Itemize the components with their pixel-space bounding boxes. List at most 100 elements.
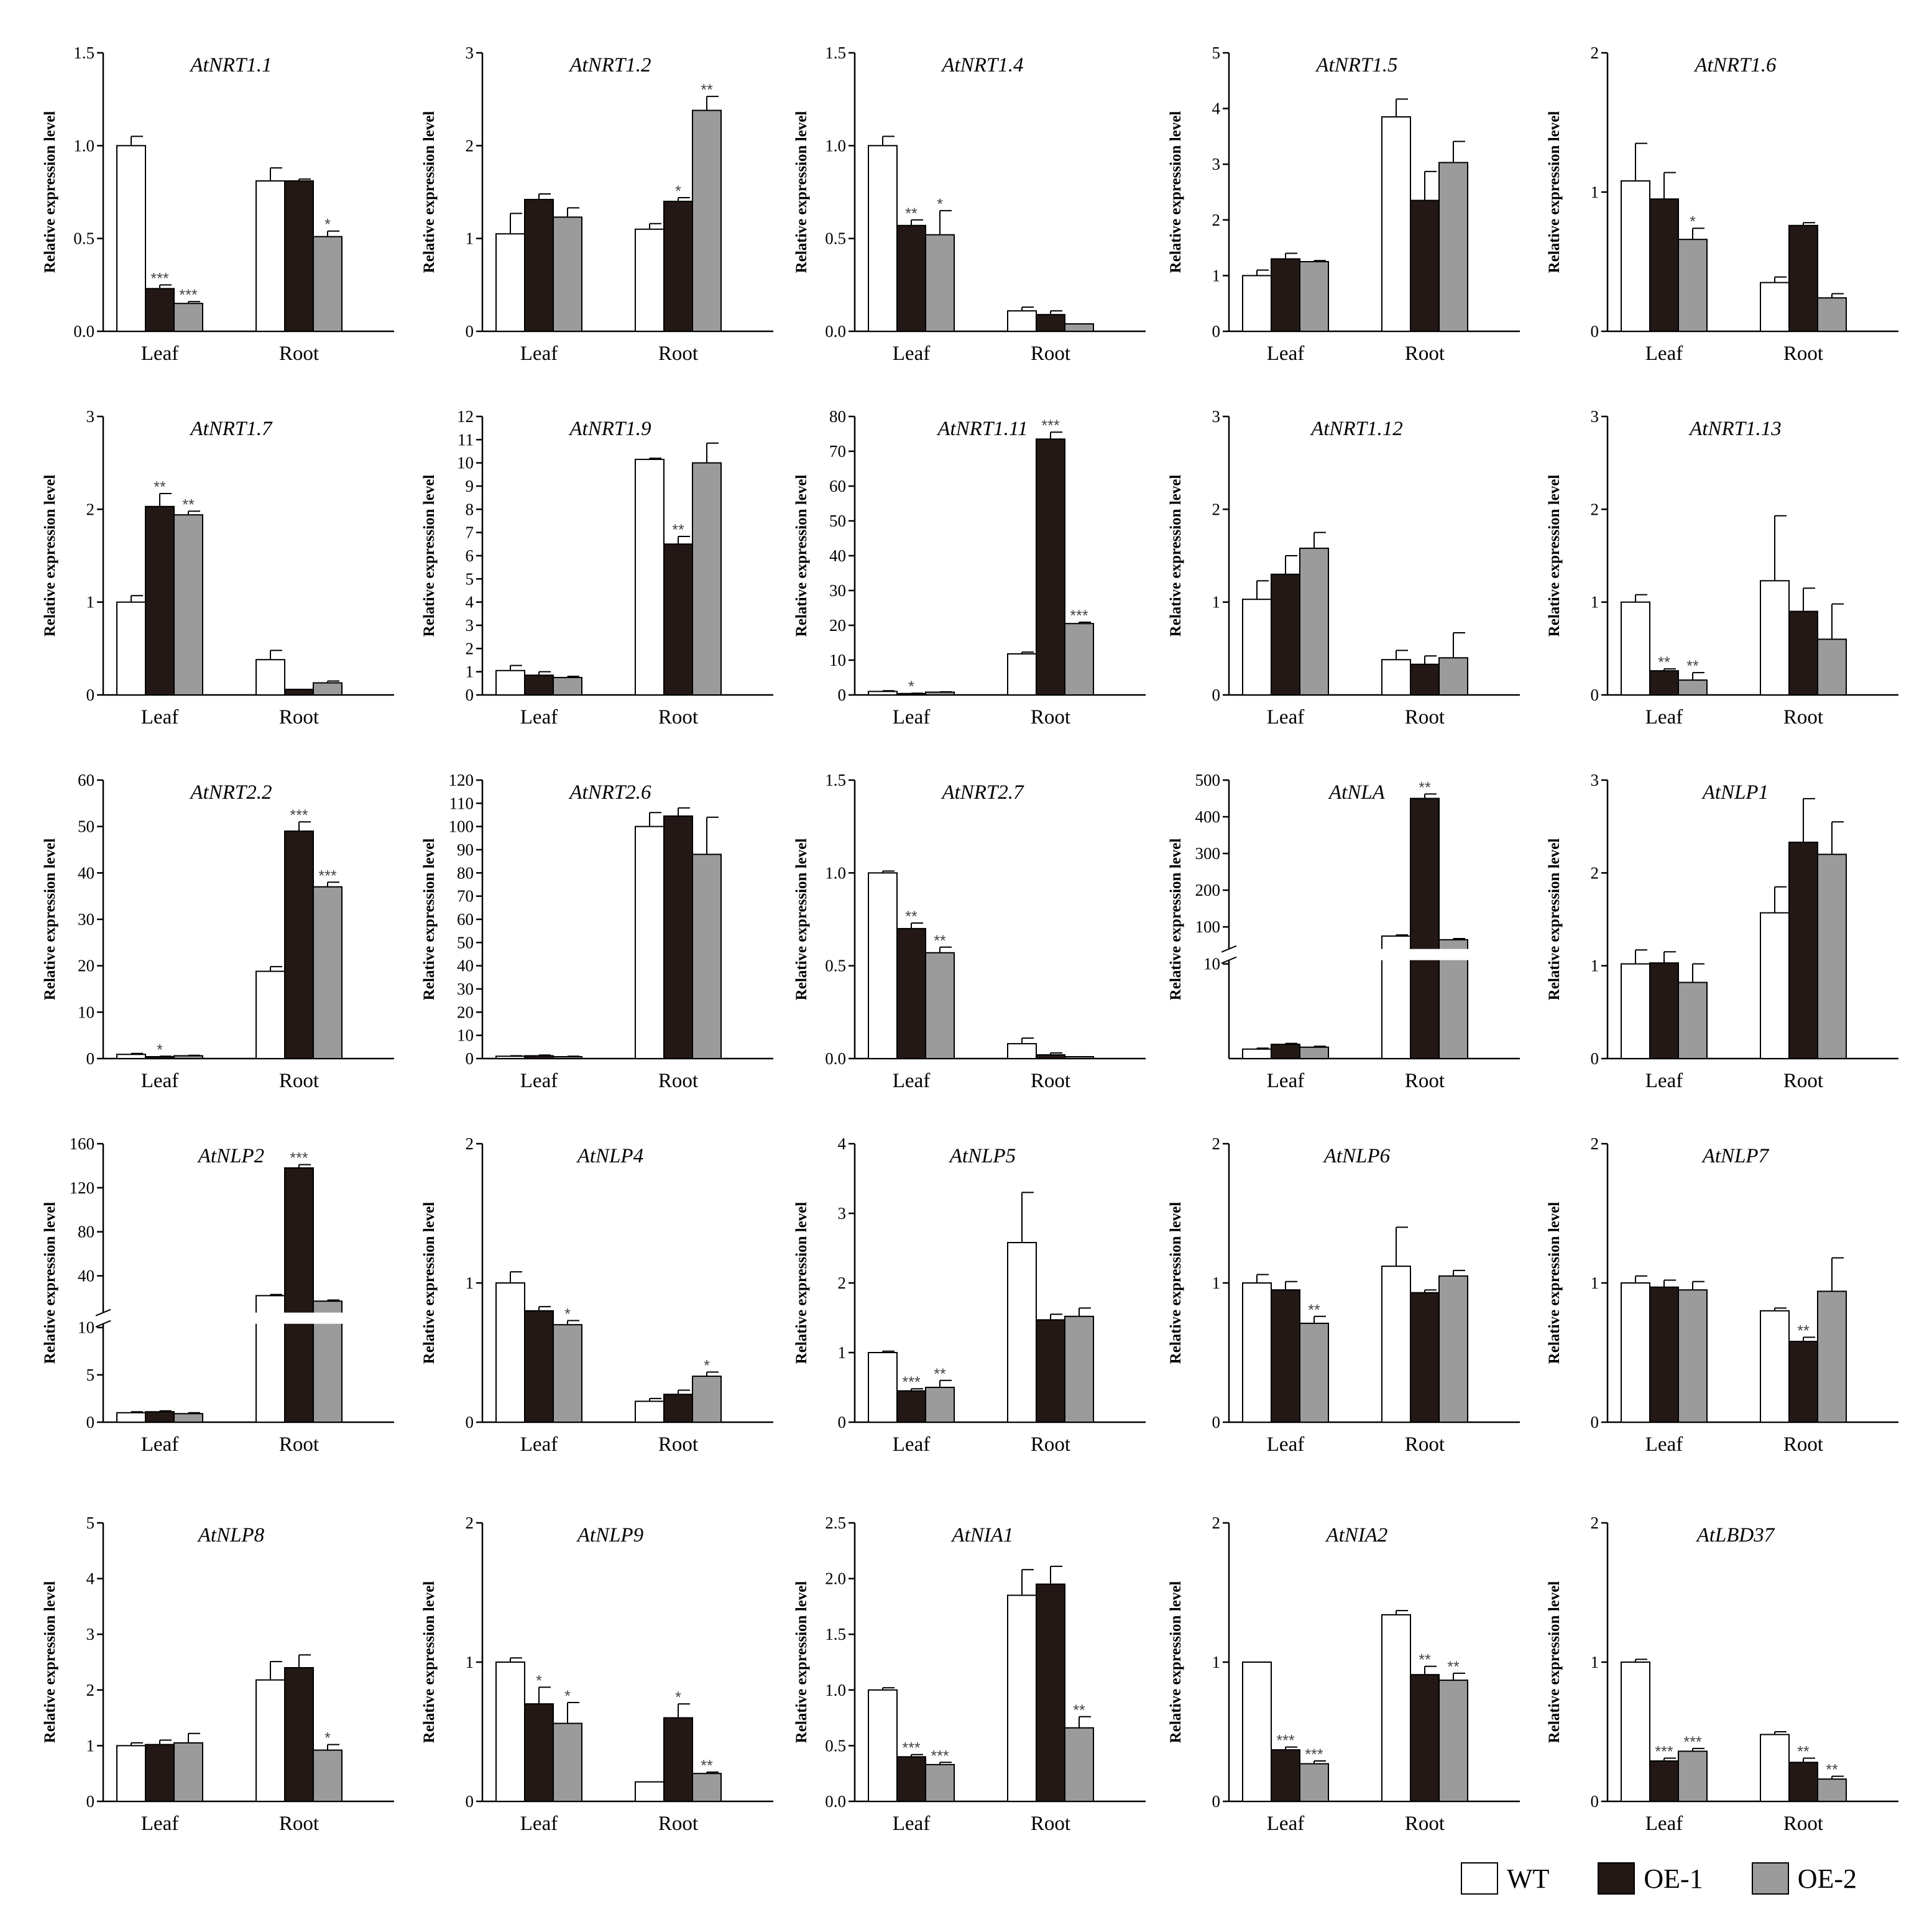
- y-tick-label: 0: [86, 1049, 95, 1068]
- significance-label: **: [934, 932, 946, 950]
- significance-label: *: [536, 1672, 542, 1689]
- y-tick-label: 1.5: [73, 44, 94, 62]
- bar-oe-1-leaf: [1271, 1289, 1300, 1423]
- bar-oe-1-root: [1036, 1054, 1065, 1059]
- y-axis-label: Relative expression level: [793, 1581, 810, 1744]
- y-tick-label: 10: [1203, 955, 1220, 973]
- y-axis-label: Relative expression level: [793, 839, 810, 1001]
- chart-title: AtNRT2.7: [941, 781, 1024, 804]
- x-category-label: Leaf: [141, 1433, 178, 1456]
- bar-wt-leaf: [495, 1055, 525, 1060]
- bar-wt-leaf: [1621, 1662, 1650, 1802]
- bar-wt-leaf: [1242, 1048, 1272, 1059]
- bar-oe-2-leaf: [1299, 1763, 1329, 1803]
- y-axis-label: Relative expression level: [42, 839, 58, 1001]
- bar-oe-2-leaf: [173, 303, 203, 333]
- x-category-label: Leaf: [1645, 1433, 1683, 1456]
- bar-break-gap: [312, 1312, 343, 1324]
- legend: WT OE-1 OE-2: [1461, 1860, 1905, 1897]
- bar-oe-1-leaf: [524, 1310, 554, 1423]
- y-tick-label: 2: [1212, 211, 1221, 229]
- bar-oe-1-leaf: [145, 1411, 175, 1423]
- y-tick-label: 9: [466, 477, 474, 495]
- y-tick-label: 3: [1212, 155, 1221, 173]
- bar-wt-leaf: [116, 1054, 146, 1060]
- x-category-label: Leaf: [520, 706, 558, 728]
- significance-label: **: [905, 205, 918, 223]
- y-tick-label: 2: [838, 1274, 847, 1292]
- bar-wt-leaf: [1242, 1662, 1272, 1802]
- bar-oe-2-leaf: [1678, 679, 1708, 696]
- y-tick-label: 1.0: [825, 863, 846, 882]
- bar-oe-1-leaf: [1271, 573, 1300, 696]
- x-category-label: Root: [658, 342, 698, 365]
- y-tick-label: 20: [457, 1003, 474, 1021]
- bar-oe-1-root: [284, 1167, 314, 1423]
- y-tick-label: 6: [466, 546, 474, 565]
- y-tick-label: 500: [1195, 771, 1221, 789]
- significance-label: *: [324, 216, 331, 234]
- x-category-label: Leaf: [1267, 1433, 1304, 1456]
- y-tick-label: 2: [1591, 1514, 1599, 1532]
- significance-label: **: [1308, 1302, 1320, 1319]
- y-tick-label: 1.5: [825, 44, 846, 62]
- bar-oe-1-root: [1788, 1341, 1818, 1423]
- bar-oe-2-leaf: [173, 1413, 203, 1423]
- bar-oe-1-root: [663, 200, 693, 332]
- y-tick-label: 0: [86, 686, 95, 704]
- y-tick-label: 40: [829, 546, 846, 565]
- axis-break-gap: [96, 1312, 395, 1324]
- bar-wt-leaf: [868, 145, 898, 332]
- chart-title: AtNIA2: [1325, 1524, 1387, 1547]
- significance-label: **: [154, 479, 166, 496]
- y-tick-label: 30: [829, 581, 846, 600]
- y-tick-label: 1: [86, 1736, 95, 1755]
- y-tick-label: 0: [466, 1049, 474, 1068]
- chart-title: AtNRT1.7: [189, 418, 273, 440]
- bar-oe-1-leaf: [524, 1055, 554, 1060]
- x-category-label: Root: [1783, 1070, 1823, 1092]
- y-tick-label: 0.5: [73, 229, 94, 248]
- x-category-label: Leaf: [893, 1813, 930, 1835]
- y-tick-label: 1: [1591, 957, 1599, 975]
- x-category-label: Leaf: [141, 1070, 178, 1092]
- bar-oe-2-root: [1438, 1680, 1468, 1803]
- y-tick-label: 0: [466, 1792, 474, 1811]
- x-category-label: Root: [1405, 706, 1445, 728]
- y-tick-label: 160: [70, 1134, 95, 1153]
- y-axis-label: Relative expression level: [1167, 1202, 1184, 1364]
- bar-wt-root: [1381, 1266, 1411, 1423]
- bar-oe-1-leaf: [145, 505, 175, 696]
- y-tick-label: 0: [1591, 686, 1599, 704]
- chart-panel-atnrt1-2: 0 1 2 3 Relative expression level AtNRT1.2 Lea…: [421, 44, 773, 365]
- bar-wt-root: [1007, 1594, 1037, 1802]
- chart-panel-atnrt1-4: 0.0 0.5 1.0 1.5 Relative expression level AtN…: [793, 44, 1146, 365]
- bar-break-gap: [1438, 949, 1469, 960]
- y-tick-label: 2: [466, 136, 474, 155]
- significance-label: **: [1686, 658, 1699, 675]
- significance-label: ***: [150, 270, 168, 287]
- legend-item-oe1: OE-1: [1598, 1862, 1703, 1895]
- chart-title: AtNIA1: [950, 1524, 1013, 1547]
- significance-label: ***: [290, 1150, 308, 1167]
- bar-oe-2-root: [313, 682, 343, 696]
- bar-oe-1-leaf: [896, 927, 926, 1060]
- y-tick-label: 120: [449, 771, 474, 789]
- x-category-label: Leaf: [893, 706, 930, 728]
- x-category-label: Root: [1031, 1070, 1070, 1092]
- bar-wt-root: [635, 459, 665, 696]
- bar-oe-1-root: [284, 830, 314, 1059]
- y-axis-label: Relative expression level: [1167, 111, 1184, 273]
- significance-label: ***: [1276, 1732, 1294, 1750]
- bar-wt-leaf: [1242, 275, 1272, 332]
- significance-label: **: [701, 1757, 713, 1775]
- significance-label: **: [1797, 1322, 1810, 1340]
- chart-title: AtNRT1.2: [568, 54, 651, 76]
- x-category-label: Root: [1031, 1433, 1070, 1456]
- y-tick-label: 0.0: [825, 1792, 846, 1811]
- bar-oe-1-root: [663, 1717, 693, 1803]
- axis-break-gap: [1221, 949, 1521, 960]
